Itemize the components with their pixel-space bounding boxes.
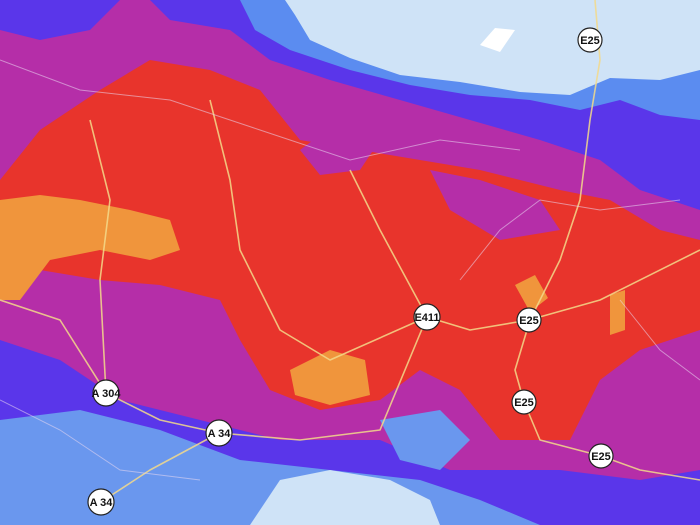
road-badge xyxy=(87,488,115,516)
road-label: E25 xyxy=(514,397,534,409)
road-label: E25 xyxy=(519,315,539,327)
road-label: A 34 xyxy=(90,497,114,509)
road-badge xyxy=(588,443,614,469)
road-badge xyxy=(205,419,233,447)
road-badges: E25 E411 E25 E25 E25 A 304 A 34 A 34 xyxy=(87,27,614,516)
road-label: E25 xyxy=(580,35,600,47)
road-badge xyxy=(92,379,120,407)
road-label: E25 xyxy=(591,451,611,463)
road-badge xyxy=(511,389,537,415)
road-badge xyxy=(516,307,542,333)
road-label: E411 xyxy=(414,312,439,324)
road-label: A 304 xyxy=(92,388,122,400)
road-label: A 34 xyxy=(208,428,232,440)
road-badge xyxy=(413,303,441,331)
road-badge xyxy=(577,27,603,53)
